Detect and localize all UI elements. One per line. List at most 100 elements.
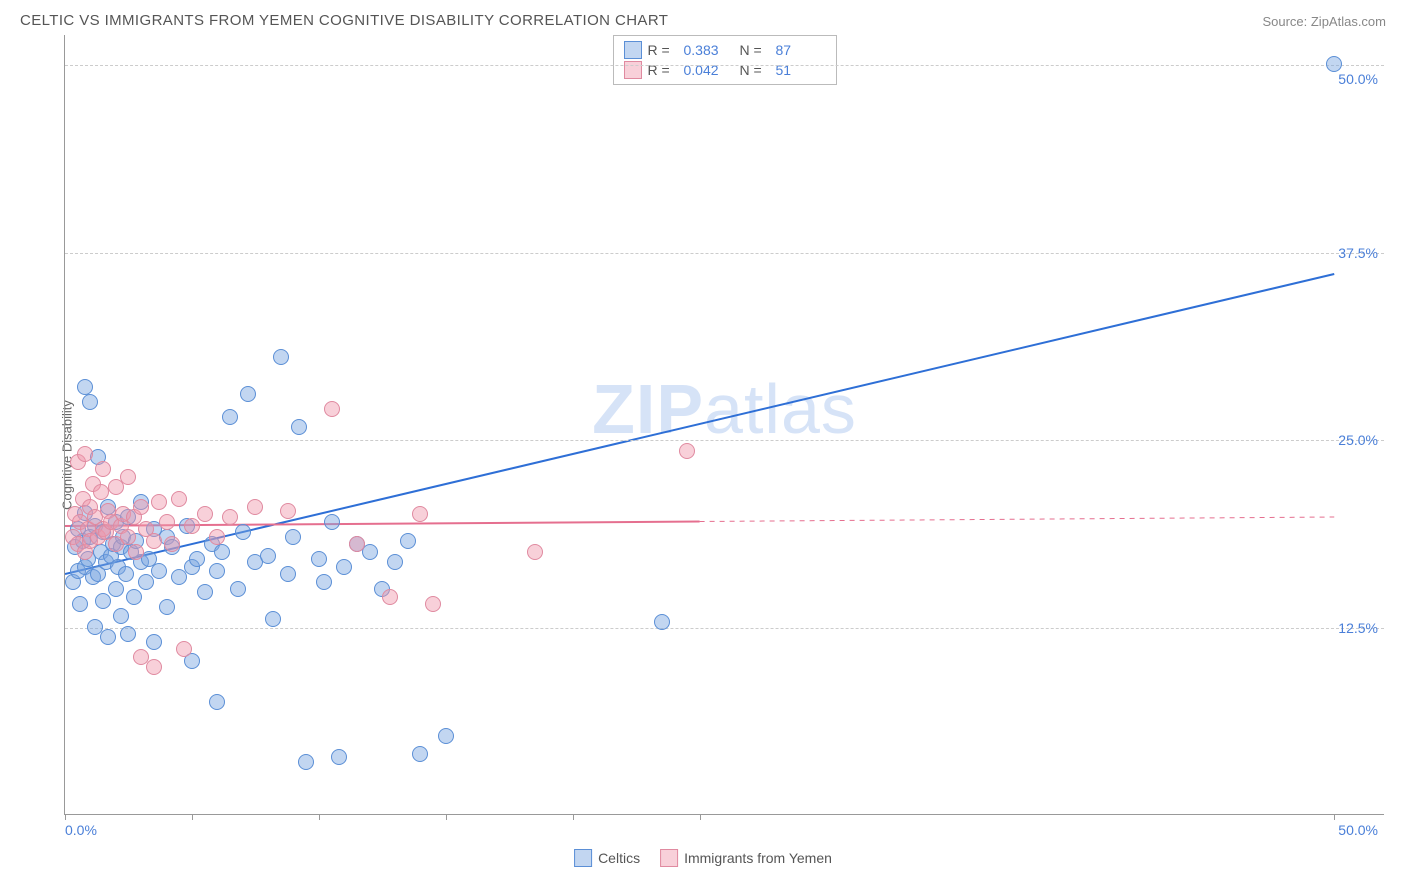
scatter-point	[235, 524, 251, 540]
n-value: 87	[776, 42, 826, 58]
scatter-point	[146, 659, 162, 675]
x-min-label: 0.0%	[65, 822, 97, 838]
scatter-point	[412, 746, 428, 762]
scatter-point	[222, 509, 238, 525]
scatter-point	[120, 529, 136, 545]
scatter-point	[438, 728, 454, 744]
scatter-point	[120, 469, 136, 485]
scatter-plot: ZIPatlas R = 0.383 N = 87 R =0.042N =51 12.5…	[64, 35, 1384, 815]
trendlines-svg	[65, 34, 1385, 814]
scatter-point	[159, 514, 175, 530]
y-tick-label: 12.5%	[1338, 620, 1378, 636]
trendline-solid	[65, 274, 1334, 574]
gridline	[65, 65, 1384, 66]
chart-source: Source: ZipAtlas.com	[1262, 14, 1386, 29]
legend-stat-row: R = 0.383 N = 87	[624, 40, 826, 60]
scatter-point	[189, 551, 205, 567]
scatter-point	[120, 626, 136, 642]
scatter-point	[184, 518, 200, 534]
scatter-point	[146, 634, 162, 650]
legend-swatch	[574, 849, 592, 867]
scatter-point	[209, 529, 225, 545]
x-tick	[1334, 814, 1335, 820]
scatter-point	[209, 563, 225, 579]
legend-swatch	[660, 849, 678, 867]
scatter-point	[527, 544, 543, 560]
legend-series-label: Immigrants from Yemen	[684, 850, 832, 866]
legend-swatch	[624, 61, 642, 79]
chart-area: Cognitive Disability ZIPatlas R =0.383N …	[20, 35, 1386, 875]
trendline-dashed	[700, 517, 1335, 522]
legend-series-item: Immigrants from Yemen	[660, 849, 832, 867]
scatter-point	[146, 533, 162, 549]
scatter-point	[95, 593, 111, 609]
scatter-point	[126, 589, 142, 605]
scatter-point	[265, 611, 281, 627]
r-value: 0.383	[684, 42, 734, 58]
r-label: R =	[648, 42, 678, 58]
scatter-point	[331, 749, 347, 765]
scatter-point	[285, 529, 301, 545]
scatter-point	[95, 461, 111, 477]
scatter-point	[214, 544, 230, 560]
scatter-point	[176, 641, 192, 657]
scatter-point	[133, 499, 149, 515]
scatter-point	[324, 401, 340, 417]
legend-series-label: Celtics	[598, 850, 640, 866]
legend-swatch	[624, 41, 642, 59]
n-label: N =	[740, 42, 770, 58]
scatter-point	[230, 581, 246, 597]
scatter-point	[108, 581, 124, 597]
scatter-point	[247, 499, 263, 515]
chart-header: CELTIC VS IMMIGRANTS FROM YEMEN COGNITIV…	[0, 0, 1406, 35]
series-legend: Celtics Immigrants from Yemen	[574, 849, 832, 867]
scatter-point	[1326, 56, 1342, 72]
scatter-point	[349, 536, 365, 552]
scatter-point	[654, 614, 670, 630]
scatter-point	[151, 563, 167, 579]
scatter-point	[382, 589, 398, 605]
scatter-point	[280, 503, 296, 519]
legend-series-item: Celtics	[574, 849, 640, 867]
x-tick	[319, 814, 320, 820]
scatter-point	[100, 629, 116, 645]
scatter-point	[93, 484, 109, 500]
scatter-point	[400, 533, 416, 549]
legend-stat-row: R =0.042N =51	[624, 60, 826, 80]
scatter-point	[679, 443, 695, 459]
scatter-point	[273, 349, 289, 365]
chart-title: CELTIC VS IMMIGRANTS FROM YEMEN COGNITIV…	[20, 12, 668, 29]
gridline	[65, 253, 1384, 254]
scatter-point	[316, 574, 332, 590]
watermark-part1: ZIP	[592, 370, 704, 448]
scatter-point	[209, 694, 225, 710]
scatter-point	[260, 548, 276, 564]
x-tick	[573, 814, 574, 820]
watermark-part2: atlas	[704, 370, 857, 448]
y-tick-label: 37.5%	[1338, 245, 1378, 261]
scatter-point	[425, 596, 441, 612]
scatter-point	[82, 394, 98, 410]
scatter-point	[77, 446, 93, 462]
x-tick	[192, 814, 193, 820]
scatter-point	[128, 544, 144, 560]
gridline	[65, 628, 1384, 629]
gridline	[65, 440, 1384, 441]
scatter-point	[164, 536, 180, 552]
correlation-legend: R = 0.383 N = 87 R =0.042N =51	[613, 35, 837, 85]
scatter-point	[77, 379, 93, 395]
scatter-point	[151, 494, 167, 510]
x-max-label: 50.0%	[1338, 822, 1378, 838]
scatter-point	[240, 386, 256, 402]
scatter-point	[197, 506, 213, 522]
scatter-point	[197, 584, 213, 600]
scatter-point	[324, 514, 340, 530]
watermark: ZIPatlas	[592, 369, 857, 449]
scatter-point	[280, 566, 296, 582]
scatter-point	[222, 409, 238, 425]
scatter-point	[412, 506, 428, 522]
scatter-point	[159, 599, 175, 615]
source-name: ZipAtlas.com	[1311, 14, 1386, 29]
x-tick	[700, 814, 701, 820]
scatter-point	[291, 419, 307, 435]
